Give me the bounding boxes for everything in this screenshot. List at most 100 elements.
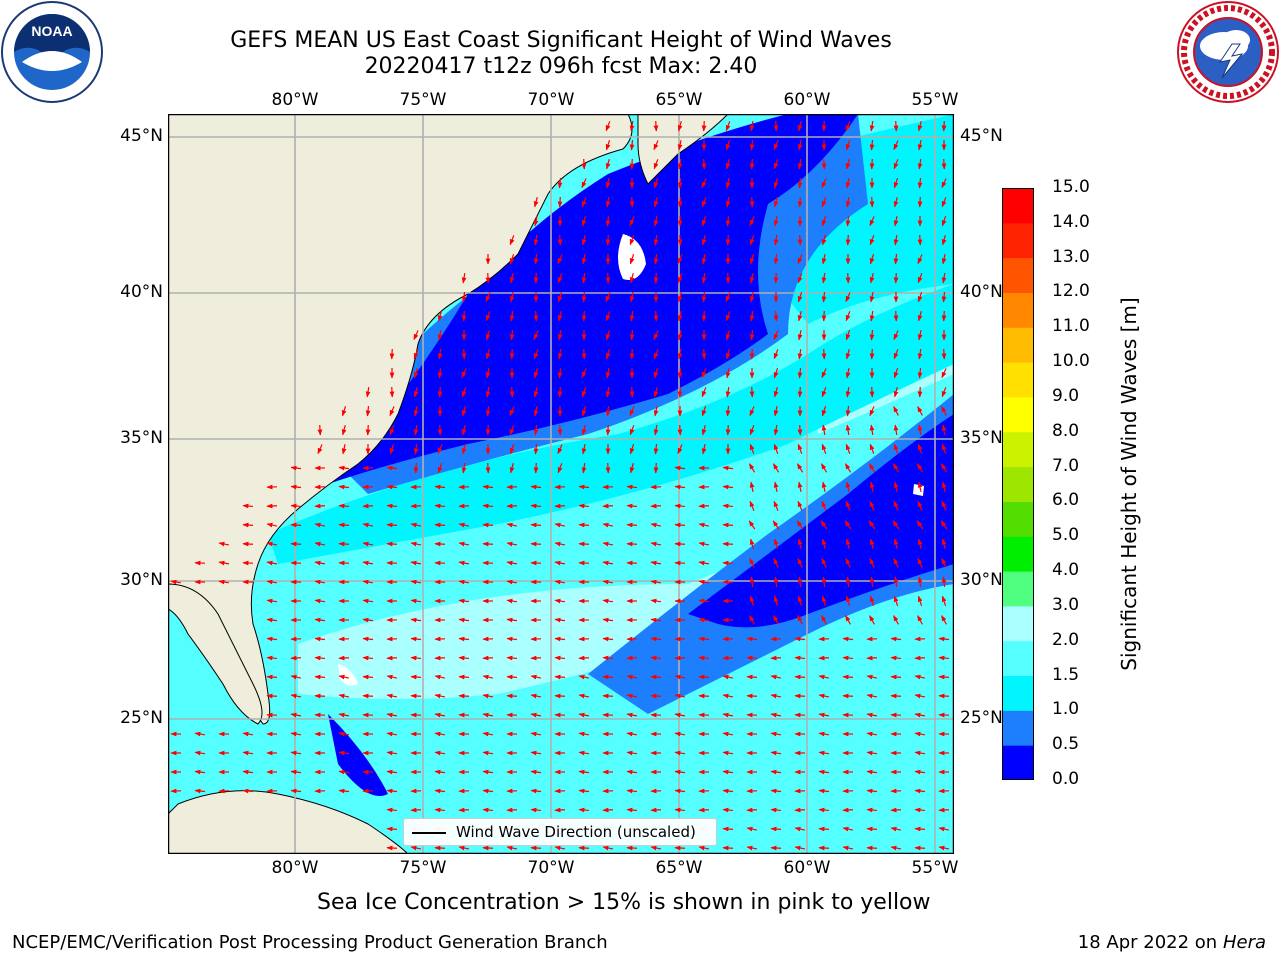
wave-direction-arrow [554,560,566,566]
wave-direction-arrow [797,139,803,151]
wave-direction-arrow [653,462,659,474]
wave-direction-arrow [626,788,638,794]
wave-direction-arrow [362,655,374,661]
wave-direction-arrow [434,769,446,775]
wave-direction-arrow [868,520,876,530]
wave-direction-arrow [797,196,803,208]
wave-direction-arrow [338,522,350,528]
wave-direction-arrow [893,576,899,588]
lat-label-right: 45°N [960,126,1003,146]
wave-direction-arrow [701,425,707,436]
svg-text:NOAA: NOAA [31,23,72,39]
wave-direction-arrow [818,693,830,699]
wave-direction-arrow [722,769,734,775]
wave-direction-arrow [530,693,542,699]
lat-label-left: 45°N [120,126,163,146]
wave-direction-arrow [770,693,782,699]
wave-direction-arrow [869,196,875,208]
wave-direction-arrow [845,500,851,511]
wave-direction-arrow [821,443,827,454]
wave-direction-arrow [629,120,635,132]
wave-direction-arrow [458,845,470,851]
wave-direction-arrow [866,826,878,832]
wave-direction-arrow [458,503,470,509]
wave-direction-arrow [698,579,710,585]
wave-direction-arrow [557,463,563,474]
wave-direction-arrow [893,406,899,416]
wave-direction-arrow [770,750,782,756]
wave-direction-arrow [893,387,899,398]
wave-direction-arrow [725,405,731,417]
wave-direction-arrow [386,541,398,547]
wave-direction-arrow [578,807,590,813]
wave-direction-arrow [701,368,707,379]
wave-direction-arrow [701,272,707,284]
wave-direction-arrow [554,845,566,851]
wave-direction-arrow [773,538,779,549]
chart-title: GEFS MEAN US East Coast Significant Heig… [230,28,892,53]
wave-direction-arrow [917,500,923,511]
wave-direction-arrow [842,655,854,661]
wave-direction-arrow [794,636,806,642]
wave-direction-arrow [722,465,734,471]
wave-direction-arrow [770,845,782,851]
wave-direction-arrow [725,121,731,132]
wave-direction-arrow [917,557,923,568]
wave-direction-arrow [890,693,902,699]
wave-direction-arrow [530,769,542,775]
wave-direction-arrow [530,655,542,661]
wave-direction-arrow [748,463,756,473]
colorbar [1002,188,1034,780]
wave-direction-arrow [602,503,614,509]
wave-direction-arrow [653,178,659,189]
wave-direction-arrow [821,368,827,379]
wave-direction-arrow [725,196,731,208]
wave-direction-arrow [410,617,422,623]
wave-direction-arrow [653,234,659,246]
colorbar-tick-label: 0.0 [1052,769,1080,789]
wave-direction-arrow [677,444,683,455]
wave-direction-arrow [818,655,830,661]
wave-direction-arrow [581,235,587,246]
footer-machine: Hera [1222,932,1266,953]
wave-direction-arrow [892,463,900,473]
land-us-coast [168,114,633,725]
wave-direction-arrow [530,788,542,794]
wave-direction-arrow [413,330,419,341]
wave-direction-arrow [821,120,827,132]
wave-direction-arrow [461,291,467,303]
wave-direction-arrow [458,541,470,547]
wave-direction-arrow [845,538,851,549]
wave-direction-arrow [845,140,851,151]
colorbar-segment [1002,431,1034,468]
wave-direction-arrow [797,158,803,170]
wave-direction-arrow [773,272,779,284]
wave-direction-arrow [482,769,494,775]
wave-direction-arrow [605,140,611,151]
wave-direction-arrow [773,443,779,454]
wave-direction-arrow [554,598,566,604]
wave-direction-arrow [869,615,875,625]
wave-direction-arrow [341,425,347,436]
wave-direction-arrow [893,215,899,227]
wave-direction-arrow [509,254,515,265]
wave-direction-arrow [722,503,734,509]
wave-direction-arrow [482,731,494,737]
colorbar-segment [1002,675,1034,711]
wave-direction-arrow [386,731,398,737]
wave-direction-arrow [554,636,566,642]
wave-direction-arrow [701,406,707,417]
wave-direction-arrow [485,367,491,379]
wave-direction-arrow [461,443,467,455]
wave-direction-arrow [509,348,515,360]
wave-direction-arrow [218,560,230,566]
wave-direction-arrow [338,503,350,509]
wave-direction-arrow [869,557,875,568]
wave-direction-arrow [820,520,828,530]
wave-direction-arrow [773,557,779,568]
wave-direction-arrow [554,674,566,680]
wave-direction-arrow [914,807,926,813]
wave-direction-arrow [869,481,875,493]
wave-direction-arrow [338,465,350,471]
wave-direction-arrow [725,215,731,227]
